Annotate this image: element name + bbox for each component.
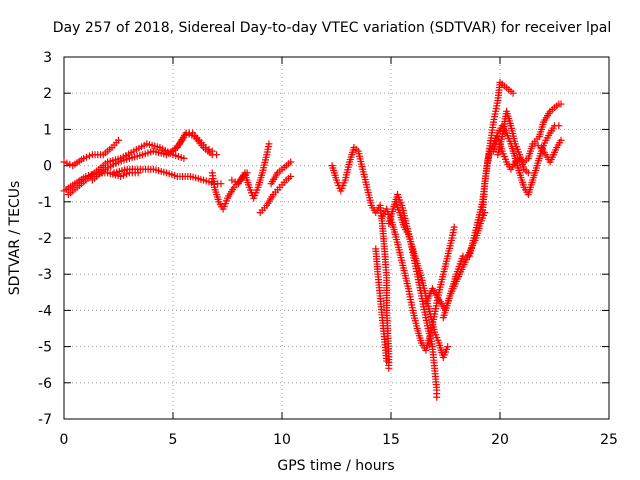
data-point — [287, 172, 295, 180]
y-tick-labels: 3 2 1 0 -1 -2 -3 -4 -5 -6 -7 — [38, 50, 52, 428]
y-tick-label: 1 — [43, 122, 52, 138]
data-point — [444, 343, 452, 351]
x-tick-label: 15 — [382, 432, 400, 448]
data-point — [555, 122, 563, 130]
x-tick-labels: 0 5 10 15 20 25 — [60, 432, 618, 448]
y-tick-label: 0 — [43, 159, 52, 175]
y-tick-label: -7 — [38, 412, 52, 428]
data-point — [287, 158, 295, 166]
data-point — [557, 136, 565, 144]
data-point — [524, 169, 532, 177]
y-tick-label: 2 — [43, 86, 52, 102]
data-point — [433, 393, 441, 401]
data-point — [459, 252, 467, 260]
data-point — [228, 176, 236, 184]
data-point — [509, 89, 517, 97]
data-point — [205, 145, 213, 153]
x-axis-label: GPS time / hours — [277, 458, 394, 474]
data-point — [115, 136, 122, 144]
y-tick-label: 3 — [43, 50, 52, 66]
data-point — [217, 180, 225, 188]
data-point — [557, 100, 565, 108]
x-tick-label: 0 — [60, 432, 69, 448]
data-point — [385, 364, 393, 372]
data-points — [60, 78, 565, 401]
data-point — [213, 151, 221, 159]
y-axis-label: SDTVAR / TECUs — [7, 181, 23, 296]
y-tick-label: -2 — [38, 231, 52, 247]
data-point — [169, 147, 177, 155]
x-tick-label: 10 — [273, 432, 291, 448]
y-tick-label: -4 — [38, 303, 52, 319]
data-point — [180, 154, 188, 162]
data-point — [383, 357, 391, 365]
y-tick-label: -6 — [38, 376, 52, 392]
grid-lines — [64, 57, 609, 419]
data-point — [265, 140, 273, 148]
data-point — [243, 169, 251, 177]
x-tick-label: 20 — [491, 432, 509, 448]
x-tick-label: 25 — [600, 432, 618, 448]
y-tick-label: -3 — [38, 267, 52, 283]
chart-title: Day 257 of 2018, Sidereal Day-to-day VTE… — [53, 20, 611, 36]
y-tick-label: -1 — [38, 195, 52, 211]
y-tick-label: -5 — [38, 340, 52, 356]
x-tick-label: 5 — [169, 432, 178, 448]
data-point — [450, 223, 458, 231]
